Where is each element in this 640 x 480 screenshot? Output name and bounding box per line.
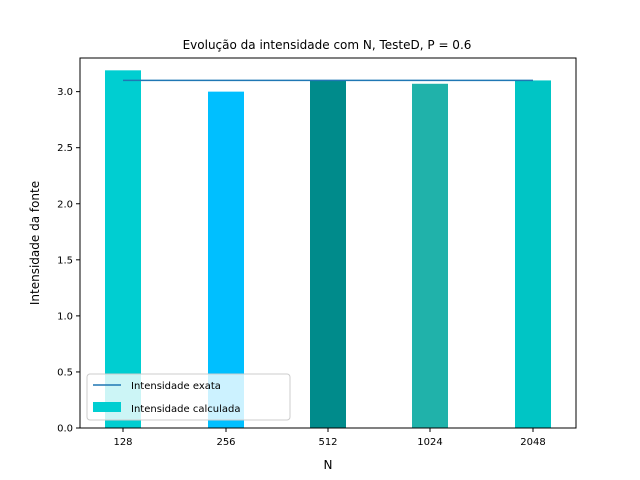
- y-tick-label: 0.5: [57, 367, 73, 378]
- bar-512: [310, 80, 346, 428]
- y-tick-label: 2.0: [57, 199, 73, 210]
- chart-title: Evolução da intensidade com N, TesteD, P…: [183, 38, 472, 52]
- x-axis-label: N: [324, 458, 333, 472]
- legend: Intensidade exata Intensidade calculada: [86, 373, 291, 421]
- x-tick-label: 2048: [520, 437, 545, 448]
- x-tick-label: 256: [216, 437, 235, 448]
- y-ticks: 0.0 0.5 1.0 1.5 2.0 2.5 3.0: [57, 87, 80, 435]
- legend-label-calculated: Intensidade calculada: [131, 404, 240, 415]
- bar-1024: [412, 83, 448, 429]
- legend-bar-swatch: [93, 402, 121, 412]
- bar-256: [208, 91, 244, 429]
- y-tick-label: 2.5: [57, 143, 73, 154]
- x-tick-label: 128: [113, 437, 132, 448]
- y-axis-label: Intensidade da fonte: [28, 181, 42, 305]
- legend-label-exact: Intensidade exata: [131, 381, 221, 392]
- bar-128: [105, 70, 141, 428]
- bar-2048: [515, 80, 551, 428]
- y-tick-label: 1.0: [57, 311, 73, 322]
- x-tick-label: 512: [318, 437, 337, 448]
- y-tick-label: 0.0: [57, 424, 73, 435]
- y-tick-label: 3.0: [57, 87, 73, 98]
- y-tick-label: 1.5: [57, 255, 73, 266]
- legend-box: [86, 373, 291, 421]
- bars-group: [105, 70, 551, 429]
- x-tick-label: 1024: [417, 437, 442, 448]
- x-ticks: 128 256 512 1024 2048: [113, 428, 546, 448]
